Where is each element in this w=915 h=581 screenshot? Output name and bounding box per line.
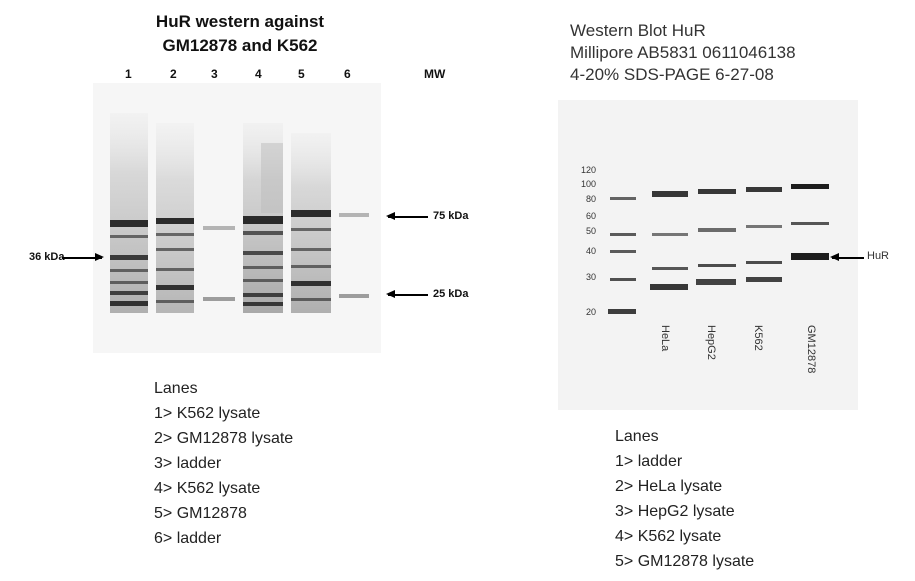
right-lane-label: GM12878 bbox=[805, 325, 817, 374]
marker-36-arrow bbox=[62, 254, 104, 260]
marker-25-arrow bbox=[386, 291, 428, 297]
legend-item: 4> K562 lysate bbox=[615, 528, 722, 545]
hur-label: HuR bbox=[867, 250, 890, 262]
marker-25-label: 25 kDa bbox=[433, 288, 469, 300]
left-title-line2: GM12878 and K562 bbox=[162, 36, 318, 55]
legend-item: 5> GM12878 lysate bbox=[615, 553, 755, 570]
right-gel-image bbox=[558, 100, 858, 410]
left-gel-bands bbox=[110, 113, 369, 313]
left-lane-number: 6 bbox=[344, 67, 351, 81]
left-mw-header: MW bbox=[424, 67, 446, 81]
mw-tick: 60 bbox=[585, 211, 596, 221]
hur-arrow bbox=[830, 254, 864, 260]
left-lane-number: 3 bbox=[211, 67, 218, 81]
legend-item: 2> GM12878 lysate bbox=[154, 430, 294, 447]
right-title-line2: Millipore AB5831 0611046138 bbox=[570, 43, 796, 62]
marker-75-arrow bbox=[386, 213, 428, 219]
marker-36-label: 36 kDa bbox=[29, 251, 65, 263]
left-lane-number: 4 bbox=[255, 67, 262, 81]
right-title-line3: 4-20% SDS-PAGE 6-27-08 bbox=[570, 65, 774, 84]
left-lane-number: 5 bbox=[298, 67, 305, 81]
mw-tick: 30 bbox=[585, 272, 596, 282]
legend-item: 2> HeLa lysate bbox=[615, 478, 723, 495]
legend-item: 1> K562 lysate bbox=[154, 405, 261, 422]
right-lane-label: K562 bbox=[752, 325, 764, 351]
mw-tick: 120 bbox=[580, 165, 596, 175]
legend-heading: Lanes bbox=[615, 428, 659, 445]
left-blot-title: HuR western against GM12878 and K562 bbox=[110, 10, 370, 58]
legend-item: 5> GM12878 bbox=[154, 505, 247, 522]
marker-75-label: 75 kDa bbox=[433, 210, 469, 222]
legend-heading: Lanes bbox=[154, 380, 198, 397]
legend-item: 6> ladder bbox=[154, 530, 222, 547]
right-gel-bands bbox=[608, 184, 829, 314]
mw-tick: 100 bbox=[580, 179, 596, 189]
left-lane-number: 2 bbox=[170, 67, 177, 81]
mw-tick: 20 bbox=[585, 307, 596, 317]
right-title-line1: Western Blot HuR bbox=[570, 21, 706, 40]
left-title-line1: HuR western against bbox=[155, 12, 325, 31]
right-lane-label: HepG2 bbox=[705, 325, 717, 360]
right-lane-label: HeLa bbox=[659, 325, 671, 352]
legend-item: 3> HepG2 lysate bbox=[615, 503, 735, 520]
left-lanes-legend: Lanes 1> K562 lysate 2> GM12878 lysate 3… bbox=[154, 376, 293, 551]
right-lanes-legend: Lanes 1> ladder 2> HeLa lysate 3> HepG2 … bbox=[615, 424, 754, 574]
left-lane-number: 1 bbox=[125, 67, 132, 81]
left-gel-image bbox=[93, 83, 381, 353]
mw-tick: 50 bbox=[585, 226, 596, 236]
legend-item: 4> K562 lysate bbox=[154, 480, 261, 497]
legend-item: 3> ladder bbox=[154, 455, 222, 472]
legend-item: 1> ladder bbox=[615, 453, 683, 470]
mw-tick: 40 bbox=[585, 246, 596, 256]
right-blot-title: Western Blot HuR Millipore AB5831 061104… bbox=[570, 20, 796, 86]
mw-tick: 80 bbox=[585, 194, 596, 204]
